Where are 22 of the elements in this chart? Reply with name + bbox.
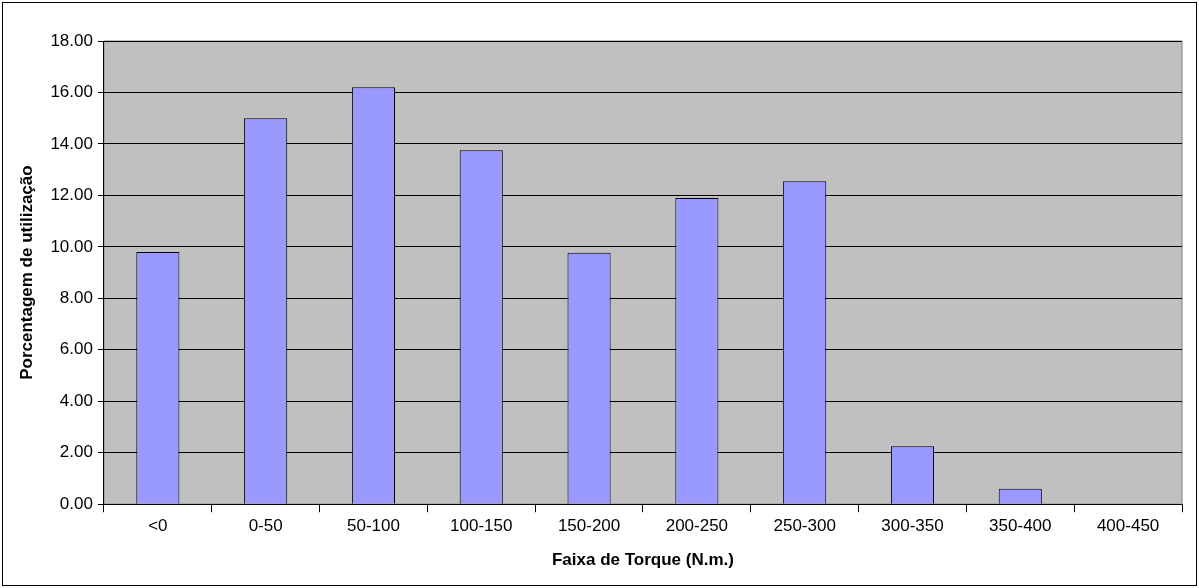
x-tick-label: 350-400	[989, 516, 1052, 536]
y-tick-label: 0.00	[59, 493, 93, 513]
y-tick-label: 8.00	[59, 288, 93, 308]
x-tick-label: 200-250	[665, 516, 729, 536]
y-tick-label: 12.00	[50, 185, 93, 205]
x-tick-label: 300-350	[881, 516, 944, 536]
x-tick-label: 250-300	[773, 516, 836, 536]
y-tick-label: 4.00	[59, 390, 93, 410]
x-tick-label: 0-50	[248, 516, 283, 536]
y-tick-label: 18.00	[50, 30, 93, 50]
x-tick-label: <0	[148, 516, 168, 536]
x-tick-label: 150-200	[557, 516, 621, 536]
x-tick-label: 50-100	[346, 516, 400, 536]
y-tick-label: 2.00	[59, 442, 93, 462]
x-tick-label: 400-450	[1096, 516, 1160, 536]
y-tick-label: 10.00	[50, 236, 93, 256]
y-tick-label: 14.00	[50, 133, 93, 153]
x-axis-title: Faixa de Torque (N.m.)	[551, 550, 734, 570]
y-tick-label: 16.00	[50, 82, 93, 102]
y-axis-title: Porcentagem de utilização	[16, 165, 36, 380]
y-tick-label: 6.00	[59, 339, 93, 359]
x-tick-label: 100-150	[450, 516, 513, 536]
